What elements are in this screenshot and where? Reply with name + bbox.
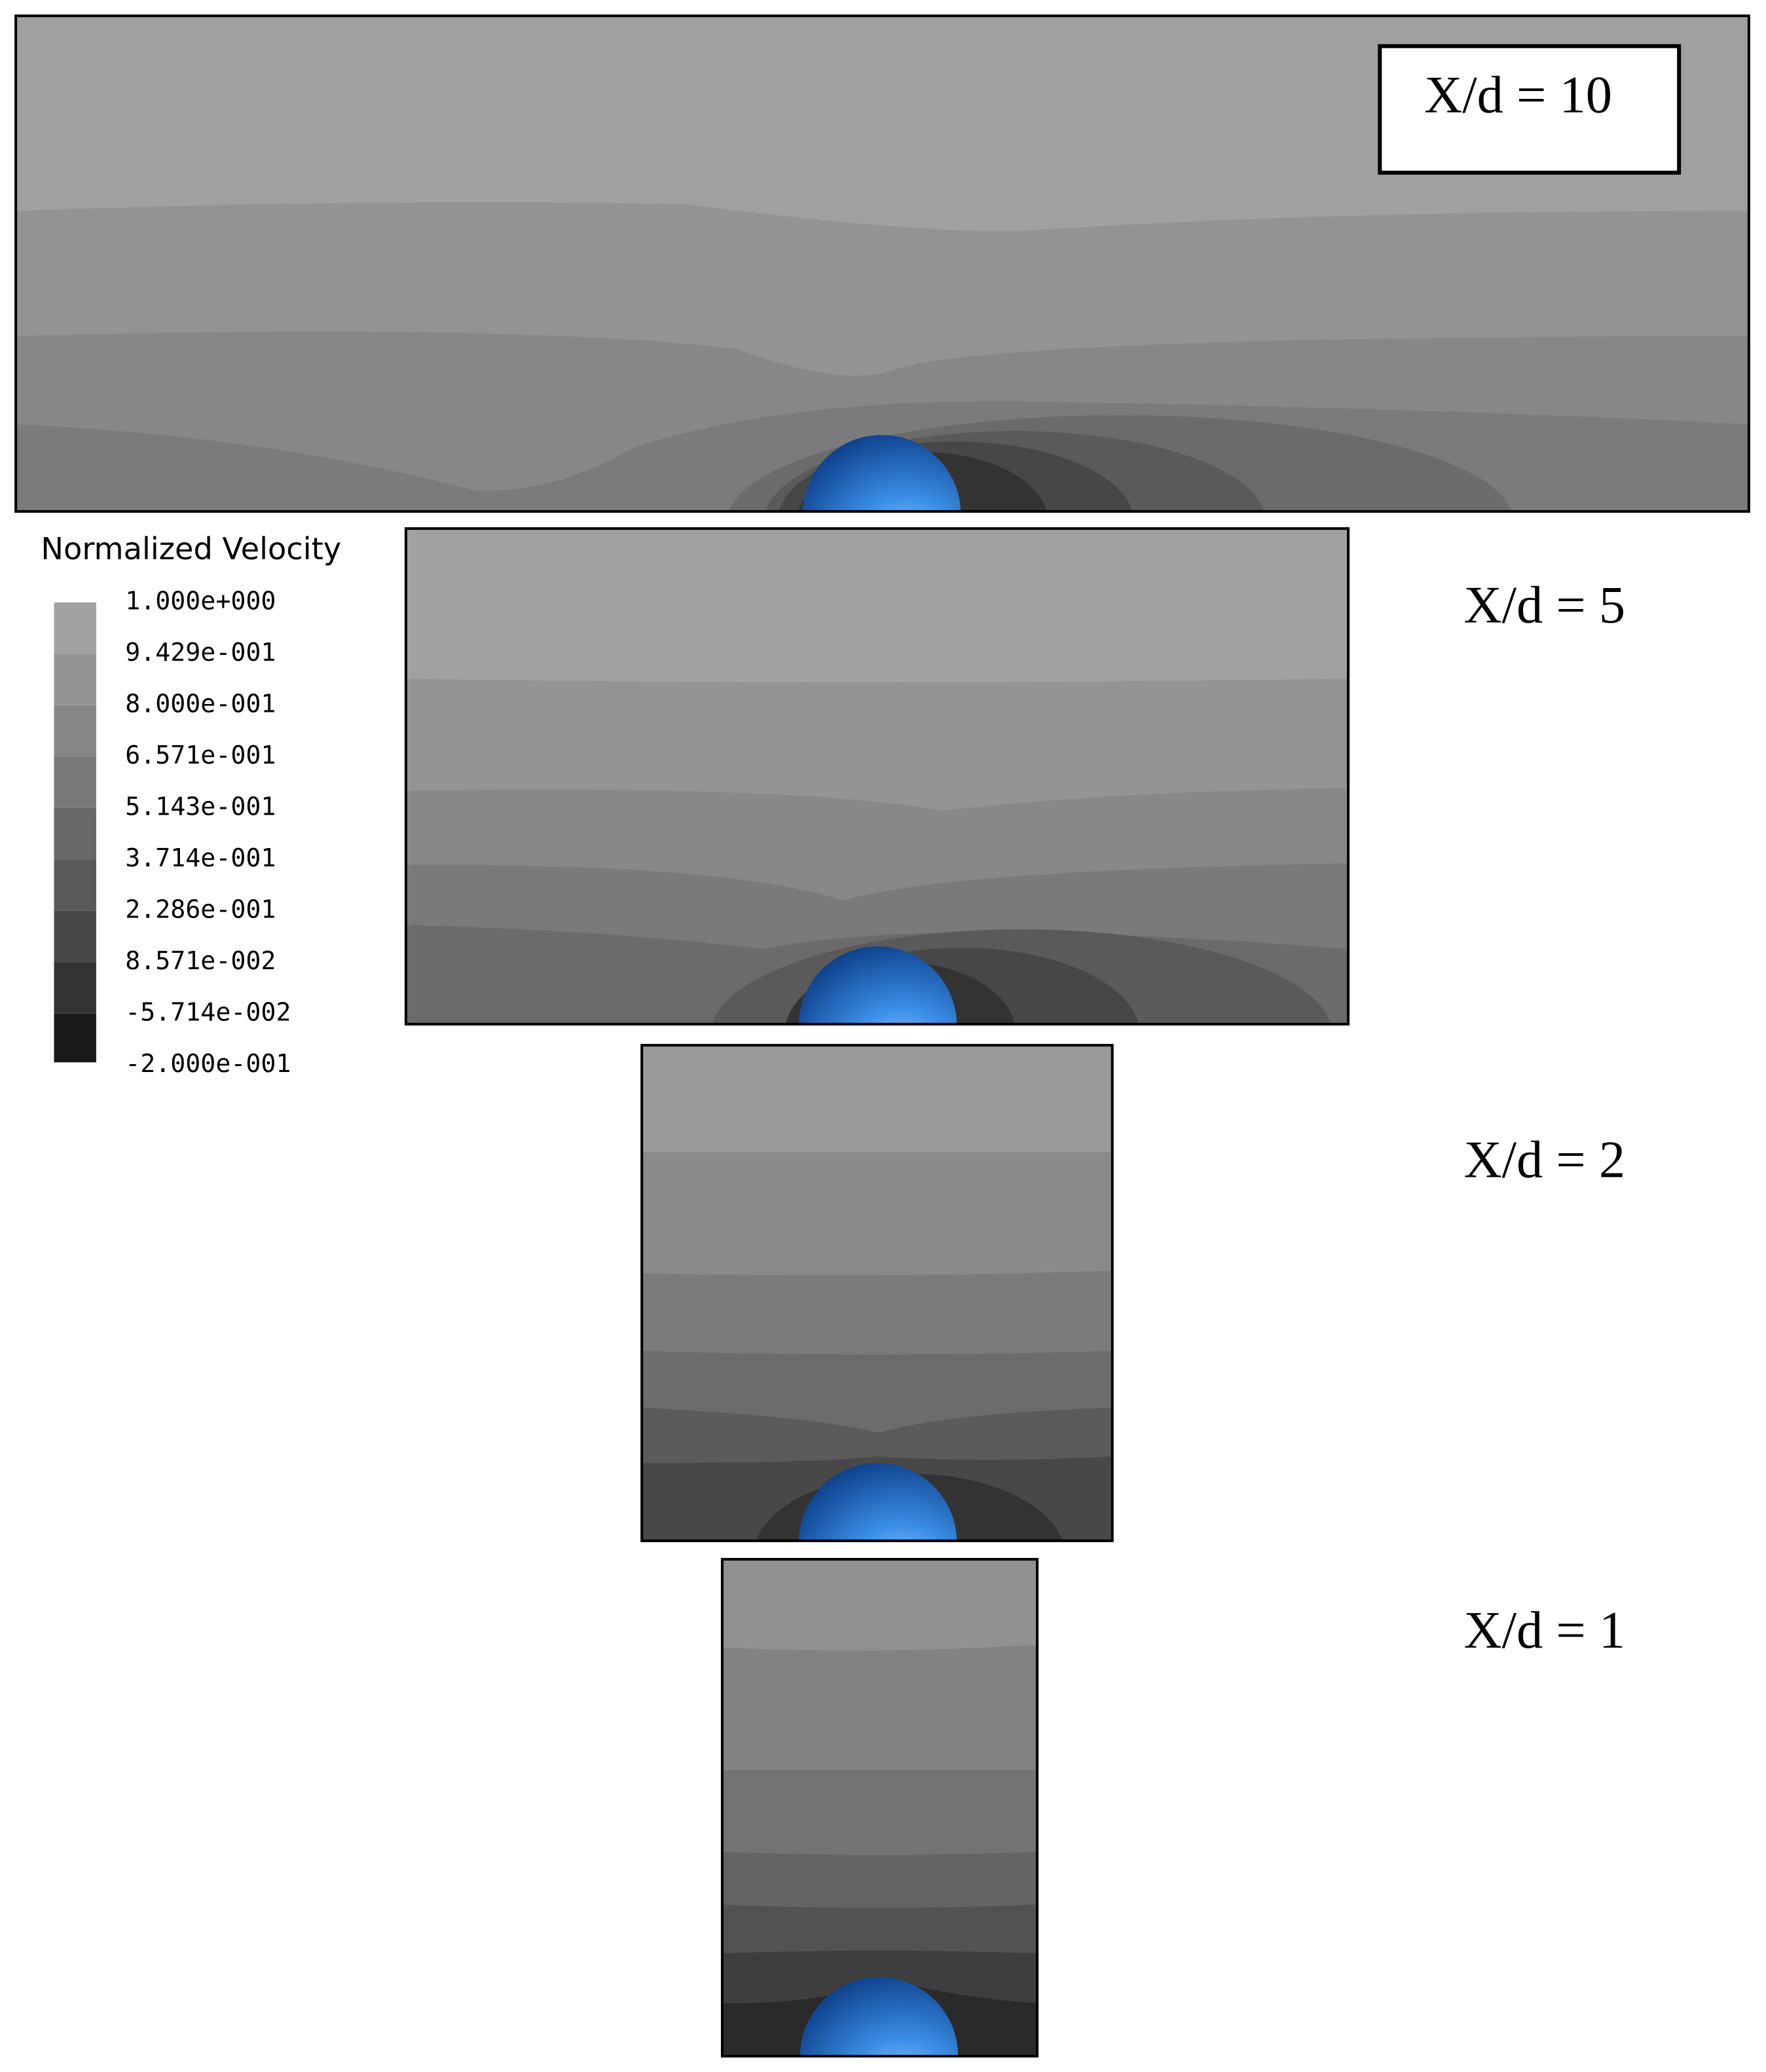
legend-label: 9.429e-001 [125,638,276,667]
panel-label: X/d = 5 [1464,576,1626,634]
color-bar [54,602,96,1063]
legend-label: 1.000e+000 [125,587,276,616]
legend-label: 2.286e-001 [125,895,276,924]
panel-label: X/d = 10 [1424,65,1612,124]
label-box [1378,44,1682,175]
contour-panel [642,1045,1113,1541]
legend-title: Normalized Velocity [41,531,341,566]
panel-frame [14,14,1750,513]
legend-label: -2.000e-001 [125,1050,291,1079]
legend-label: 6.571e-001 [125,741,276,770]
contour-panel [722,1559,1037,2056]
panel-frame [404,527,1350,1026]
contour-panel [405,528,1348,1024]
legend-label: 8.000e-001 [125,690,276,718]
panel-frame [720,1558,1039,2058]
legend-label: 5.143e-001 [125,792,276,821]
panel-label: X/d = 1 [1464,1601,1626,1659]
legend-label: -5.714e-002 [125,998,291,1027]
panel-label: X/d = 2 [1464,1131,1626,1189]
legend-label: 8.571e-002 [125,947,276,976]
panel-frame [640,1044,1114,1542]
legend-labels: 1.000e+000 9.429e-001 8.000e-001 6.571e-001… [125,587,291,1078]
legend-label: 3.714e-001 [125,844,276,873]
